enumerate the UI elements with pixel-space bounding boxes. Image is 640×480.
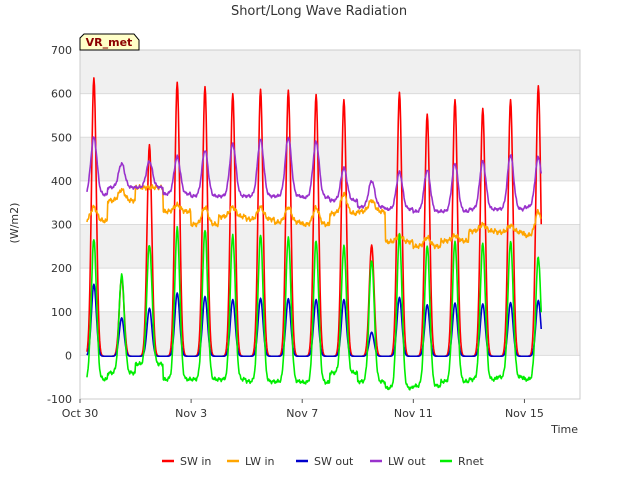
series-lines — [86, 77, 543, 391]
legend-label: LW in — [245, 455, 275, 468]
y-tick-label: 600 — [51, 88, 72, 101]
x-axis-ticks: Oct 30 Nov 3 Nov 7 Nov 11 Nov 15 — [62, 399, 544, 420]
y-tick-label: 400 — [51, 175, 72, 188]
gridlines — [79, 49, 581, 400]
y-tick-label: 700 — [51, 44, 72, 57]
y-axis-label: (W/m2) — [8, 203, 21, 244]
series-line-rnet — [86, 225, 543, 391]
series-line-sw-out — [86, 283, 543, 358]
plot-border — [79, 49, 581, 400]
legend: SW in LW in SW out LW out Rnet — [162, 455, 484, 468]
y-tick-label: 200 — [51, 262, 72, 275]
x-tick-label: Oct 30 — [62, 407, 99, 420]
grid-band — [80, 311, 580, 356]
badge-label: VR_met — [86, 36, 133, 49]
x-tick-label: Nov 3 — [175, 407, 207, 420]
x-tick-label: Nov 7 — [286, 407, 318, 420]
x-tick-label: Nov 11 — [394, 407, 433, 420]
legend-label: LW out — [388, 455, 426, 468]
x-axis-label: Time — [550, 423, 578, 436]
y-axis-ticks: -100 0 100 200 300 400 500 600 700 — [47, 44, 72, 406]
badge-box — [79, 33, 140, 51]
y-tick-label: 500 — [51, 131, 72, 144]
x-tick-label: Nov 15 — [505, 407, 544, 420]
y-tick-label: 300 — [51, 219, 72, 232]
grid-band — [80, 50, 580, 94]
grid-band — [80, 137, 580, 181]
legend-label: Rnet — [458, 455, 484, 468]
legend-label: SW in — [180, 455, 211, 468]
station-badge: VR_met — [79, 33, 140, 51]
series-line-lw-out — [86, 136, 543, 214]
legend-label: SW out — [314, 455, 354, 468]
y-tick-label: 100 — [51, 306, 72, 319]
y-tick-label: 0 — [65, 349, 72, 362]
y-tick-label: -100 — [47, 393, 72, 406]
chart-title: Short/Long Wave Radiation — [231, 4, 407, 19]
